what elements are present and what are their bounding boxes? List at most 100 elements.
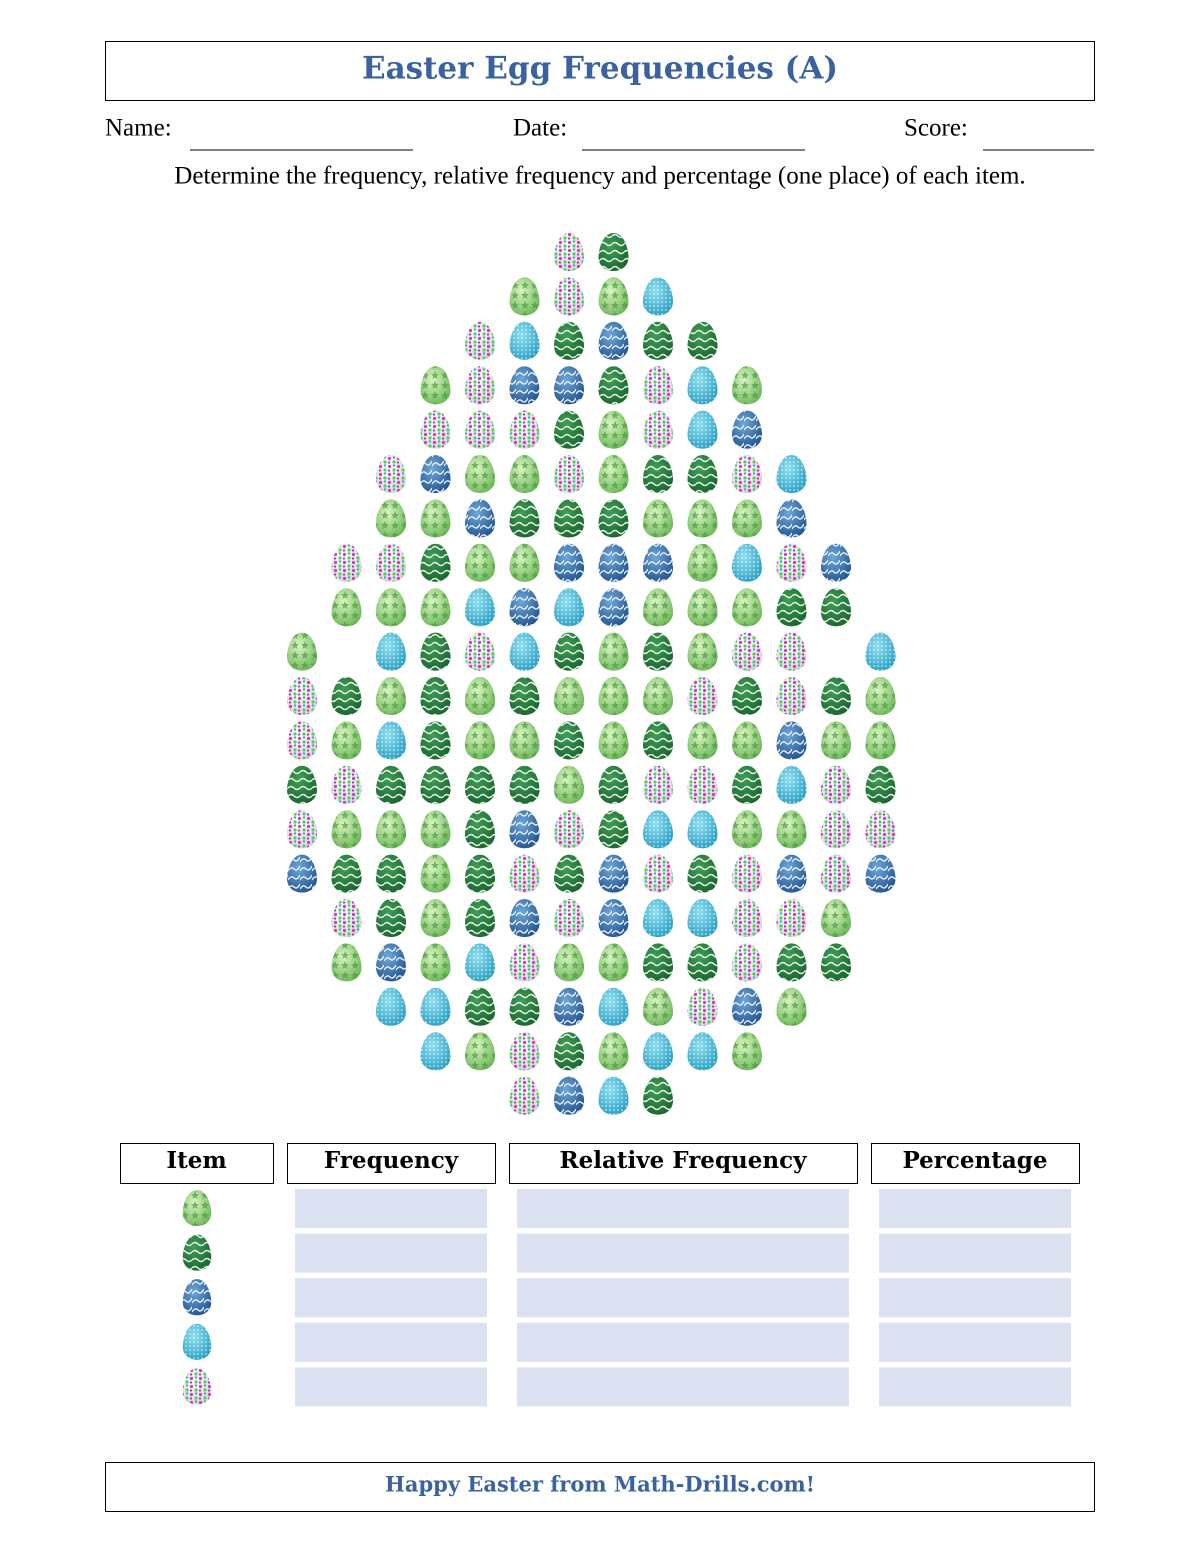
egg-wave	[420, 677, 451, 715]
egg-pattern	[420, 943, 451, 982]
egg-wave	[687, 854, 718, 893]
egg-pattern	[287, 765, 317, 804]
egg-star	[776, 810, 807, 849]
egg-blue	[776, 721, 807, 760]
egg-hearts	[554, 233, 584, 271]
egg-pattern	[376, 854, 406, 893]
egg-wave	[732, 765, 762, 804]
answer-cell	[295, 1367, 487, 1407]
egg-pattern	[554, 1076, 584, 1115]
egg-wave	[465, 854, 495, 893]
egg-pattern	[687, 677, 718, 715]
egg-pattern	[687, 943, 718, 982]
egg-star	[687, 721, 718, 760]
egg-hearts	[509, 943, 540, 982]
egg-pattern	[687, 321, 718, 360]
answer-cell	[879, 1322, 1071, 1362]
egg-blue	[554, 1076, 584, 1115]
egg-pattern	[554, 543, 584, 582]
egg-pattern	[598, 943, 629, 982]
egg-star	[465, 455, 495, 493]
egg-hearts	[732, 455, 762, 493]
egg-wave	[420, 721, 451, 760]
egg-pattern	[376, 899, 406, 937]
egg-star	[687, 543, 718, 582]
egg-blue	[376, 943, 406, 982]
egg-pattern	[331, 810, 362, 849]
score-label: Score:	[904, 115, 968, 142]
egg-wave	[287, 765, 317, 804]
egg-star	[865, 721, 896, 760]
table-header: Relative Frequency	[560, 1147, 808, 1174]
egg-dots	[643, 277, 673, 316]
egg-wave	[376, 899, 406, 937]
table-header: Percentage	[902, 1147, 1047, 1174]
egg-wave	[331, 854, 362, 893]
egg-pattern	[465, 588, 495, 627]
egg-wave	[643, 1076, 673, 1115]
footer: Happy Easter from Math-Drills.com!	[385, 1472, 815, 1497]
egg-pattern	[643, 632, 673, 671]
egg-pattern	[465, 1032, 495, 1071]
egg-hearts	[554, 810, 584, 849]
egg-pattern	[598, 765, 629, 804]
egg-star	[331, 721, 362, 760]
egg-pattern	[598, 543, 629, 582]
egg-hearts	[732, 632, 762, 671]
egg-pattern	[554, 499, 584, 538]
egg-pattern	[554, 854, 584, 893]
egg-star	[732, 588, 762, 627]
egg-dots	[732, 543, 762, 582]
egg-pattern	[687, 987, 718, 1026]
egg-pattern	[598, 899, 629, 937]
egg-hearts	[554, 455, 584, 493]
egg-pattern	[821, 854, 851, 893]
egg-pattern	[598, 233, 629, 271]
egg-pattern	[509, 1076, 540, 1115]
egg-pattern	[687, 854, 718, 893]
egg-pattern	[287, 721, 317, 760]
egg-blue	[554, 543, 584, 582]
egg-pattern	[465, 854, 495, 893]
egg-pattern	[420, 987, 451, 1026]
egg-pattern	[465, 899, 495, 937]
egg-dots	[465, 588, 495, 627]
egg-pattern	[331, 765, 362, 804]
egg-star	[643, 499, 673, 538]
egg-pattern	[331, 943, 362, 982]
egg-dots	[643, 899, 673, 937]
egg-pattern	[554, 410, 584, 449]
egg-wave	[509, 765, 540, 804]
egg-pattern	[420, 721, 451, 760]
egg-dots	[687, 810, 718, 849]
egg-star	[687, 632, 718, 671]
egg-star	[376, 588, 406, 627]
egg-pattern	[182, 1234, 212, 1271]
egg-pattern	[182, 1279, 212, 1316]
egg-pattern	[420, 677, 451, 715]
egg-pattern	[554, 943, 584, 982]
egg-star	[182, 1189, 212, 1227]
egg-pattern	[287, 677, 317, 715]
egg-pattern	[554, 321, 584, 360]
egg-pattern	[865, 721, 896, 760]
egg-blue	[465, 499, 495, 538]
egg-wave	[420, 543, 451, 582]
egg-pattern	[776, 899, 807, 937]
egg-pattern	[509, 677, 540, 715]
egg-pattern	[865, 677, 896, 715]
egg-pattern	[465, 499, 495, 538]
egg-wave	[465, 765, 495, 804]
egg-wave	[376, 765, 406, 804]
egg-star	[465, 1032, 495, 1071]
egg-star	[732, 366, 762, 405]
egg-hearts	[554, 277, 584, 316]
egg-wave	[598, 233, 629, 271]
answer-cell	[295, 1278, 487, 1318]
egg-pattern	[865, 765, 896, 804]
answer-cell	[517, 1367, 849, 1407]
egg-pattern	[376, 721, 406, 760]
egg-pattern	[554, 233, 584, 271]
egg-pattern	[376, 543, 406, 582]
